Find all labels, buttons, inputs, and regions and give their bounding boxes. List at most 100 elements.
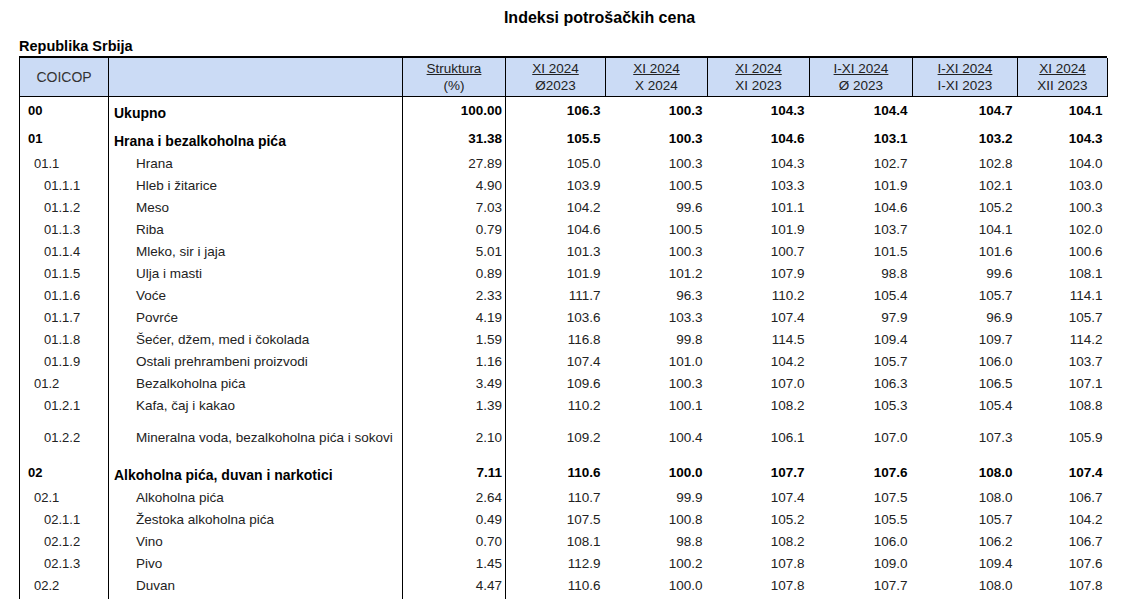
- index-value-cell: 106.3: [506, 96, 606, 124]
- column-header-xi2024-x2024: XI 2024 X 2024: [606, 58, 708, 96]
- coicop-code-cell: 02.1: [20, 486, 109, 508]
- category-name-cell: Šećer, džem, med i čokolada: [109, 328, 403, 350]
- index-value-cell: 110.6: [506, 458, 606, 486]
- category-name-cell: Bezalkoholna pića: [109, 372, 403, 394]
- index-value-cell: 109.0: [810, 552, 913, 574]
- coicop-code-cell: 01.2.2: [20, 416, 109, 458]
- index-value-cell: 106.7: [1018, 486, 1108, 508]
- table-row: 02.2Duvan4.47110.6100.0107.8107.7108.010…: [20, 574, 1108, 596]
- coicop-header: COICOP: [20, 58, 109, 96]
- coicop-code-cell: 01.1.7: [20, 306, 109, 328]
- weight-cell: 0.70: [403, 530, 506, 552]
- index-value-cell: 99.9: [606, 486, 708, 508]
- index-value-cell: 107.4: [708, 486, 810, 508]
- index-value-cell: 109.6: [506, 372, 606, 394]
- index-value-cell: 98.8: [810, 262, 913, 284]
- index-value-cell: 100.3: [606, 124, 708, 152]
- cpi-table: COICOP Struktura (%) XI 2024 Ø2023 XI 20…: [19, 58, 1108, 599]
- index-value-cell: 101.0: [606, 350, 708, 372]
- index-value-cell: 109.4: [913, 552, 1018, 574]
- index-value-cell: 104.3: [708, 152, 810, 174]
- index-value-cell: 110.6: [506, 574, 606, 596]
- ratio-denominator: XI 2023: [708, 77, 809, 94]
- table-row: 01.1.8Šećer, džem, med i čokolada1.59116…: [20, 328, 1108, 350]
- category-name-cell: Žestoka alkoholna pića: [109, 508, 403, 530]
- weight-cell: 4.47: [403, 574, 506, 596]
- ratio-numerator: I-XI 2024: [913, 60, 1017, 77]
- index-value-cell: 107.8: [708, 552, 810, 574]
- ratio-denominator: (%): [403, 77, 505, 94]
- column-header-xi2024-xi2023: XI 2024 XI 2023: [708, 58, 810, 96]
- coicop-code-cell: 01.1.6: [20, 284, 109, 306]
- coicop-code-cell: 02.1.2: [20, 530, 109, 552]
- index-value-cell: 104.6: [810, 196, 913, 218]
- index-value-cell: 100.0: [606, 458, 708, 486]
- category-name-cell: Hrana: [109, 152, 403, 174]
- index-value-cell: 101.9: [506, 262, 606, 284]
- index-value-cell: 114.1: [1018, 284, 1108, 306]
- index-value-cell: 101.6: [913, 240, 1018, 262]
- weight-cell: 7.11: [403, 458, 506, 486]
- index-value-cell: 106.0: [913, 350, 1018, 372]
- weight-cell: 0.49: [403, 508, 506, 530]
- index-value-cell: 104.1: [913, 218, 1018, 240]
- index-value-cell: 105.7: [913, 508, 1018, 530]
- index-value-cell: 105.4: [913, 394, 1018, 416]
- ratio-numerator: XI 2024: [606, 60, 707, 77]
- index-value-cell: 107.1: [1018, 372, 1108, 394]
- coicop-code-cell: 02: [20, 458, 109, 486]
- coicop-code-cell: 01.1.5: [20, 262, 109, 284]
- index-value-cell: 104.1: [1018, 96, 1108, 124]
- cpi-table-body: 00Ukupno100.00106.3100.3104.3104.4104.71…: [20, 96, 1108, 599]
- index-value-cell: 102.0: [1018, 218, 1108, 240]
- index-value-cell: 103.7: [1018, 350, 1108, 372]
- weight-cell: 3.49: [403, 372, 506, 394]
- ratio-numerator: I-XI 2024: [810, 60, 912, 77]
- index-value-cell: 106.1: [708, 416, 810, 458]
- index-value-cell: 108.8: [1018, 394, 1108, 416]
- index-value-cell: 104.2: [1018, 508, 1108, 530]
- index-value-cell: 100.5: [606, 174, 708, 196]
- ratio-denominator: Ø2023: [506, 77, 605, 94]
- index-value-cell: 100.0: [606, 574, 708, 596]
- weight-cell: 0.79: [403, 218, 506, 240]
- index-value-cell: 102.7: [810, 152, 913, 174]
- index-value-cell: 100.8: [606, 508, 708, 530]
- index-value-cell: 112.9: [506, 552, 606, 574]
- category-name-cell: Mineralna voda, bezalkoholna pića i soko…: [109, 416, 403, 458]
- index-value-cell: 108.0: [913, 458, 1018, 486]
- table-row: 02.1.3Pivo1.45112.9100.2107.8109.0109.41…: [20, 552, 1108, 574]
- index-value-cell: 107.6: [810, 458, 913, 486]
- index-value-cell: 108.0: [913, 486, 1018, 508]
- table-row: 02Alkoholna pića, duvan i narkotici7.111…: [20, 458, 1108, 486]
- index-value-cell: 108.1: [506, 530, 606, 552]
- index-value-cell: 101.5: [810, 240, 913, 262]
- weight-cell: 2.64: [403, 486, 506, 508]
- column-header-ixi2024-ixi2023: I-XI 2024 I-XI 2023: [913, 58, 1018, 96]
- index-value-cell: 101.9: [810, 174, 913, 196]
- index-value-cell: 98.8: [606, 530, 708, 552]
- index-value-cell: 105.9: [1018, 416, 1108, 458]
- index-value-cell: 104.3: [708, 96, 810, 124]
- index-value-cell: 107.5: [506, 508, 606, 530]
- index-value-cell: 106.0: [810, 530, 913, 552]
- coicop-code-cell: 02.1.3: [20, 552, 109, 574]
- ratio-denominator: X 2024: [606, 77, 707, 94]
- category-name-cell: Hrana i bezalkoholna pića: [109, 124, 403, 152]
- index-value-cell: 107.4: [506, 350, 606, 372]
- index-value-cell: 109.2: [506, 416, 606, 458]
- index-value-cell: 101.3: [506, 240, 606, 262]
- index-value-cell: 109.7: [913, 328, 1018, 350]
- weight-cell: 7.03: [403, 196, 506, 218]
- index-value-cell: 104.2: [708, 350, 810, 372]
- index-value-cell: 104.0: [1018, 152, 1108, 174]
- index-value-cell: 106.3: [810, 372, 913, 394]
- index-value-cell: 110.7: [506, 486, 606, 508]
- coicop-code-cell: 01.1.9: [20, 350, 109, 372]
- index-value-cell: 105.5: [810, 508, 913, 530]
- index-value-cell: 105.7: [913, 284, 1018, 306]
- index-value-cell: 103.2: [913, 124, 1018, 152]
- table-row: 01.1.6Voće2.33111.796.3110.2105.4105.711…: [20, 284, 1108, 306]
- index-value-cell: 109.4: [810, 328, 913, 350]
- index-value-cell: 106.7: [1018, 530, 1108, 552]
